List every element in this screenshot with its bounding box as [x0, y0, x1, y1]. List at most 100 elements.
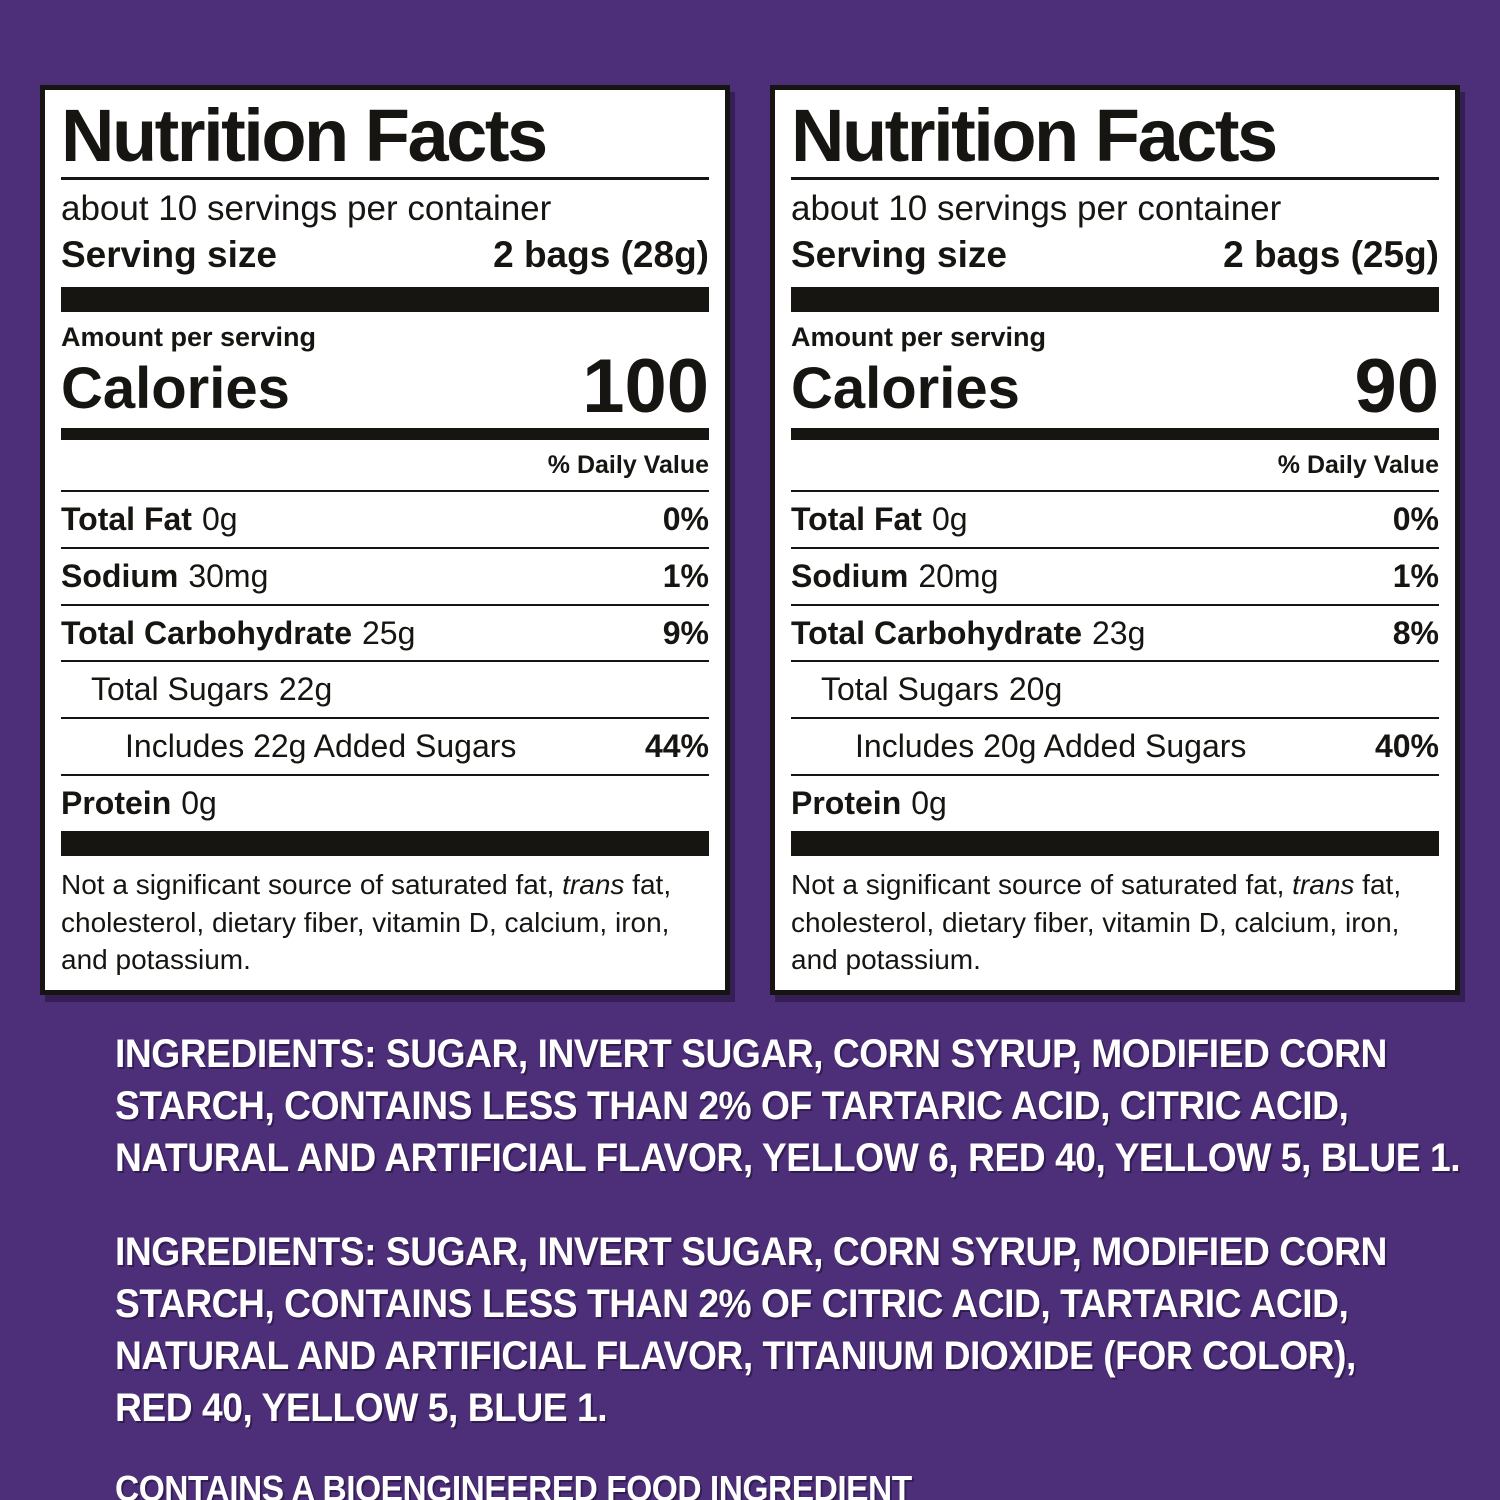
- footnote-text: Not a significant source of saturated fa…: [61, 869, 563, 901]
- daily-value-header: % Daily Value: [1277, 450, 1439, 479]
- serving-size-value: 2 bags (25g): [1223, 233, 1439, 275]
- nutrient-name: Total Fat: [61, 500, 192, 537]
- servings-per-container: about 10 servings per container: [61, 189, 552, 229]
- nutrient-name: Includes 22g Added Sugars: [125, 728, 517, 765]
- footnote-text: fat, cholesterol, dietary fiber, vitamin…: [791, 869, 1402, 975]
- nutrient-text: Protein 0g: [791, 785, 947, 822]
- footnote-italic-word: trans: [562, 869, 625, 901]
- nutrient-text: Total Sugars 22g: [61, 672, 332, 708]
- panel-title: Nutrition Facts: [791, 94, 1278, 177]
- ingredients-line: STARCH, CONTAINS LESS THAN 2% OF TARTARI…: [115, 1084, 1349, 1128]
- amount-per-serving-label: Amount per serving: [791, 322, 1047, 353]
- footnote: Not a significant source of saturated fa…: [61, 866, 709, 978]
- footnote-text: fat, cholesterol, dietary fiber, vitamin…: [61, 869, 672, 975]
- title-divider: [61, 177, 709, 181]
- ingredients-line: NATURAL AND ARTIFICIAL FLAVOR, YELLOW 6,…: [115, 1136, 1461, 1180]
- nutrient-row-total-sugars: Total Sugars 22g: [61, 660, 709, 717]
- nutrient-name: Total Sugars: [91, 671, 269, 708]
- nutrient-row-protein: Protein 0g: [791, 774, 1439, 831]
- panel-title: Nutrition Facts: [61, 94, 548, 177]
- nutrient-dv: 40%: [1374, 728, 1439, 765]
- nutrient-name: Total Carbohydrate: [61, 614, 352, 651]
- ingredients-line: RED 40, YELLOW 5, BLUE 1.: [115, 1386, 608, 1430]
- calories-value: 100: [582, 344, 709, 430]
- thick-divider-bar: [61, 830, 709, 857]
- serving-size-label: Serving size: [791, 233, 1007, 275]
- nutrient-text: Sodium 30mg: [61, 557, 269, 595]
- nutrient-name: Total Fat: [791, 500, 922, 537]
- nutrient-amount: 22g: [278, 671, 333, 708]
- ingredients-line: INGREDIENTS: SUGAR, INVERT SUGAR, CORN S…: [115, 1230, 1387, 1274]
- serving-size-value: 2 bags (28g): [493, 233, 709, 275]
- nutrient-name: Protein: [61, 785, 172, 822]
- nutrient-name: Sodium: [791, 557, 909, 594]
- nutrient-text: Protein 0g: [61, 785, 217, 822]
- amount-per-serving-label: Amount per serving: [61, 322, 317, 353]
- servings-per-container: about 10 servings per container: [791, 189, 1282, 229]
- ingredients-line: NATURAL AND ARTIFICIAL FLAVOR, TITANIUM …: [115, 1334, 1356, 1378]
- thick-divider-bar: [791, 287, 1439, 313]
- nutrient-dv: 1%: [1392, 557, 1439, 594]
- bioengineered-note: CONTAINS A BIOENGINEERED FOOD INGREDIENT: [115, 1468, 912, 1500]
- nutrient-text: Total Fat 0g: [61, 500, 238, 538]
- nutrient-row-total-fat: Total Fat 0g 0%: [61, 489, 709, 547]
- nutrient-row-sodium: Sodium 30mg 1%: [61, 546, 709, 604]
- nutrient-amount: 20g: [1008, 671, 1063, 708]
- nutrient-amount: 20mg: [918, 557, 999, 594]
- nutrient-amount: 0g: [181, 785, 217, 822]
- nutrient-row-total-carbohydrate: Total Carbohydrate 25g 9%: [61, 603, 709, 661]
- nutrient-row-total-fat: Total Fat 0g 0%: [791, 489, 1439, 547]
- nutrient-amount: 25g: [362, 614, 416, 651]
- nutrient-rows: Total Fat 0g 0% Sodium 20mg 1% Total Carbo…: [791, 489, 1439, 831]
- serving-size-row: Serving size 2 bags (28g): [61, 232, 709, 278]
- nutrient-dv: 0%: [662, 500, 709, 537]
- nutrient-row-total-sugars: Total Sugars 20g: [791, 660, 1439, 717]
- nutrient-name: Protein: [791, 785, 902, 822]
- ingredients-paragraph-2: INGREDIENTS: SUGAR, INVERT SUGAR, CORN S…: [115, 1226, 1473, 1434]
- nutrient-amount: 0g: [931, 500, 968, 537]
- nutrient-amount: 0g: [911, 785, 947, 822]
- ingredients-line: STARCH, CONTAINS LESS THAN 2% OF CITRIC …: [115, 1282, 1349, 1326]
- nutrient-text: Total Carbohydrate 23g: [791, 614, 1146, 652]
- title-divider: [791, 177, 1439, 181]
- nutrient-row-total-carbohydrate: Total Carbohydrate 23g 8%: [791, 603, 1439, 661]
- nutrient-dv: 9%: [662, 614, 709, 651]
- footnote-italic-word: trans: [1292, 869, 1355, 901]
- nutrition-facts-panel-right: Nutrition Facts about 10 servings per co…: [770, 85, 1460, 995]
- calories-label: Calories: [791, 356, 1020, 422]
- nutrient-amount: 30mg: [188, 557, 269, 594]
- footnote-text: Not a significant source of saturated fa…: [791, 869, 1293, 901]
- serving-size-label: Serving size: [61, 233, 277, 275]
- medium-divider-bar: [791, 428, 1439, 440]
- ingredients-line: INGREDIENTS: SUGAR, INVERT SUGAR, CORN S…: [115, 1032, 1387, 1076]
- calories-label: Calories: [61, 356, 290, 422]
- ingredients-paragraph-1: INGREDIENTS: SUGAR, INVERT SUGAR, CORN S…: [115, 1028, 1473, 1184]
- medium-divider-bar: [61, 428, 709, 440]
- nutrient-rows: Total Fat 0g 0% Sodium 30mg 1% Total Carbo…: [61, 489, 709, 831]
- nutrient-dv: 0%: [1392, 500, 1439, 537]
- nutrient-text: Sodium 20mg: [791, 557, 999, 595]
- nutrient-amount: 0g: [201, 500, 238, 537]
- nutrient-row-added-sugars: Includes 20g Added Sugars 40%: [791, 717, 1439, 774]
- thick-divider-bar: [61, 287, 709, 313]
- nutrient-amount: 23g: [1092, 614, 1146, 651]
- calories-row: Calories 90: [791, 344, 1439, 430]
- nutrient-row-sodium: Sodium 20mg 1%: [791, 546, 1439, 604]
- nutrient-name: Total Sugars: [821, 671, 999, 708]
- nutrient-name: Total Carbohydrate: [791, 614, 1082, 651]
- nutrient-dv: 1%: [662, 557, 709, 594]
- nutrient-text: Includes 22g Added Sugars: [61, 728, 526, 765]
- nutrient-dv: 8%: [1392, 614, 1439, 651]
- daily-value-header: % Daily Value: [547, 450, 709, 479]
- footnote: Not a significant source of saturated fa…: [791, 866, 1439, 978]
- nutrition-facts-panel-left: Nutrition Facts about 10 servings per co…: [40, 85, 730, 995]
- nutrient-text: Total Fat 0g: [791, 500, 968, 538]
- calories-value: 90: [1354, 344, 1439, 430]
- nutrient-row-protein: Protein 0g: [61, 774, 709, 831]
- nutrient-text: Includes 20g Added Sugars: [791, 728, 1256, 765]
- nutrient-row-added-sugars: Includes 22g Added Sugars 44%: [61, 717, 709, 774]
- serving-size-row: Serving size 2 bags (25g): [791, 232, 1439, 278]
- thick-divider-bar: [791, 830, 1439, 857]
- nutrient-name: Includes 20g Added Sugars: [855, 728, 1247, 765]
